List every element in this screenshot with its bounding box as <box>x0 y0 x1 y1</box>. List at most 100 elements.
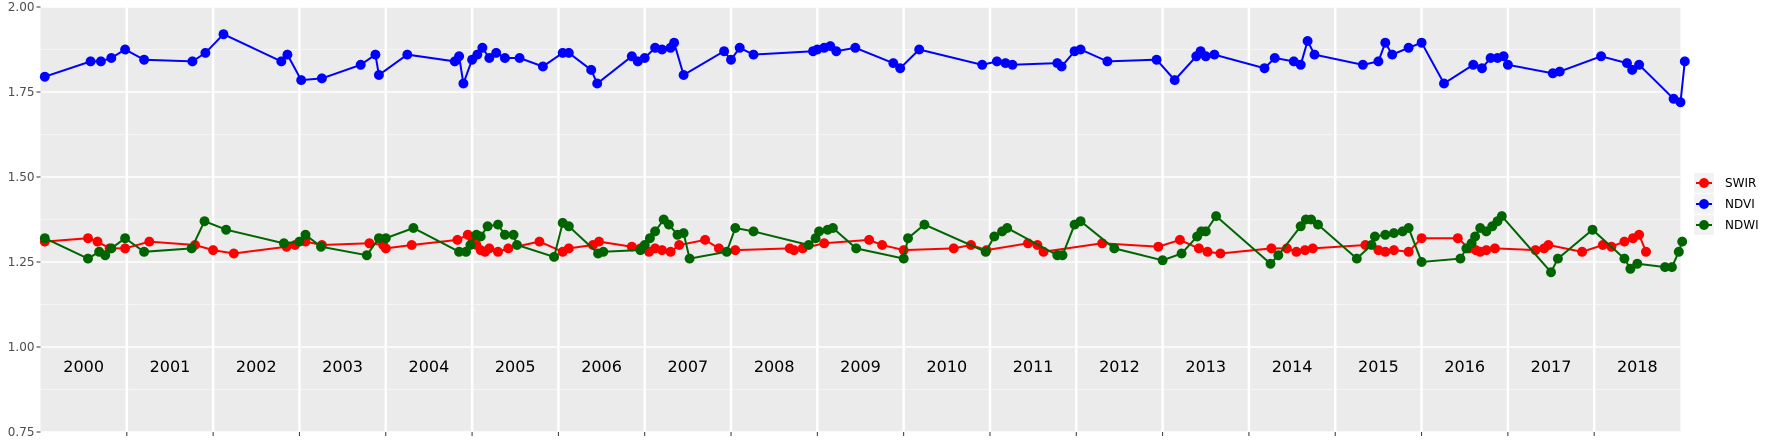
ndvi-point <box>1416 37 1427 48</box>
ndwi-point <box>1625 263 1636 274</box>
legend-item-ndvi: NDVI <box>1694 194 1755 214</box>
ndwi-point <box>316 241 326 252</box>
swir-point <box>1481 245 1492 256</box>
x-axis <box>126 432 1595 436</box>
swir-point <box>493 246 503 257</box>
ndvi-point <box>1056 61 1067 72</box>
swir-point <box>1388 245 1399 256</box>
ndvi-point <box>200 47 211 58</box>
ndvi-point <box>639 53 650 63</box>
ndwi-point <box>1273 250 1284 261</box>
ndwi-point <box>380 233 391 244</box>
ndwi-point <box>663 219 674 230</box>
ndwi-point <box>300 229 311 240</box>
ndwi-point <box>278 238 289 249</box>
swir-point <box>1291 246 1302 257</box>
ndvi-point <box>1634 59 1645 70</box>
ndwi-point <box>106 243 117 254</box>
ndwi-point <box>1496 211 1507 222</box>
ndwi-point <box>1176 248 1187 259</box>
ndwi-point <box>1200 226 1211 237</box>
ndvi-point <box>282 49 293 60</box>
ndvi-point <box>1498 51 1509 62</box>
swir-point <box>1452 233 1463 244</box>
year-label: 2011 <box>1013 357 1054 376</box>
ndwi-point <box>100 250 111 261</box>
ndwi-point <box>721 246 732 257</box>
y-tick-label: 1.25 <box>8 255 35 269</box>
ndwi-point <box>512 240 522 250</box>
swir-point <box>364 238 375 249</box>
ndwi-point <box>186 243 197 254</box>
ndwi-point <box>980 246 991 257</box>
legend-item-swir: SWIR <box>1694 173 1756 193</box>
ndvi-point <box>1302 36 1313 46</box>
legend-key-point <box>1699 178 1709 188</box>
ndvi-point <box>1259 63 1270 74</box>
swir-point <box>1202 246 1213 257</box>
swir-point <box>406 240 417 250</box>
ndwi-point <box>827 223 838 233</box>
year-separators <box>125 7 1596 432</box>
swir-point <box>120 243 131 254</box>
ndvi-point <box>1151 54 1162 65</box>
ndvi-point <box>1357 59 1368 70</box>
swir-point <box>1416 233 1427 244</box>
swir-point <box>626 241 637 252</box>
swir-point <box>83 233 93 244</box>
ndvi-point <box>1200 51 1211 62</box>
year-label: 2003 <box>322 357 363 376</box>
ndwi-point <box>1075 216 1086 227</box>
swir-point <box>503 243 514 254</box>
ndwi-point <box>684 253 695 264</box>
ndvi-point <box>373 70 384 80</box>
ndvi-point <box>991 56 1002 67</box>
swir-point <box>789 245 799 256</box>
ndvi-point <box>726 54 736 65</box>
legend-key-point <box>1699 199 1709 209</box>
ndvi-point <box>563 47 574 58</box>
y-tick-label: 1.50 <box>8 170 35 184</box>
ndwi-point <box>1211 211 1222 222</box>
ndwi-point <box>83 253 93 264</box>
swir-point <box>674 240 685 250</box>
ndwi-point <box>644 233 655 244</box>
ndwi-point <box>1109 243 1120 254</box>
swir-point <box>1266 243 1277 254</box>
ndvi-point <box>1309 49 1320 60</box>
ndvi-point <box>977 59 988 70</box>
ndvi-point <box>537 61 548 72</box>
swir-point <box>144 236 155 247</box>
y-tick-label: 0.75 <box>8 425 35 439</box>
swir-point <box>484 243 495 254</box>
legend-label: NDVI <box>1725 197 1755 211</box>
ndvi-point <box>458 78 469 89</box>
ndvi-point <box>355 59 366 70</box>
year-label: 2016 <box>1444 357 1485 376</box>
swir-point <box>1543 240 1554 250</box>
ndwi-point <box>1619 253 1630 264</box>
y-tick-label: 2.00 <box>8 0 35 14</box>
ndvi-point <box>1373 56 1384 67</box>
ndwi-point <box>989 231 1000 242</box>
ndwi-point <box>499 229 510 240</box>
swir-point <box>1641 246 1651 257</box>
series-ndwi <box>39 211 1688 278</box>
swir-point <box>700 234 711 245</box>
swir-point <box>228 248 239 259</box>
ndwi-point <box>598 246 609 257</box>
ndvi-point <box>895 63 906 74</box>
ndvi-point <box>1439 78 1449 89</box>
year-label: 2014 <box>1272 357 1313 376</box>
series-layer <box>39 29 1690 278</box>
ndvi-point <box>1675 97 1686 108</box>
minor-grid <box>40 49 1681 390</box>
ndwi-point <box>678 228 689 239</box>
ndwi-point <box>898 253 909 264</box>
swir-point <box>864 234 875 245</box>
ndvi-point <box>914 44 925 55</box>
ndwi-point <box>1546 267 1556 278</box>
ndwi-point <box>851 243 862 254</box>
ndvi-point <box>106 53 117 63</box>
